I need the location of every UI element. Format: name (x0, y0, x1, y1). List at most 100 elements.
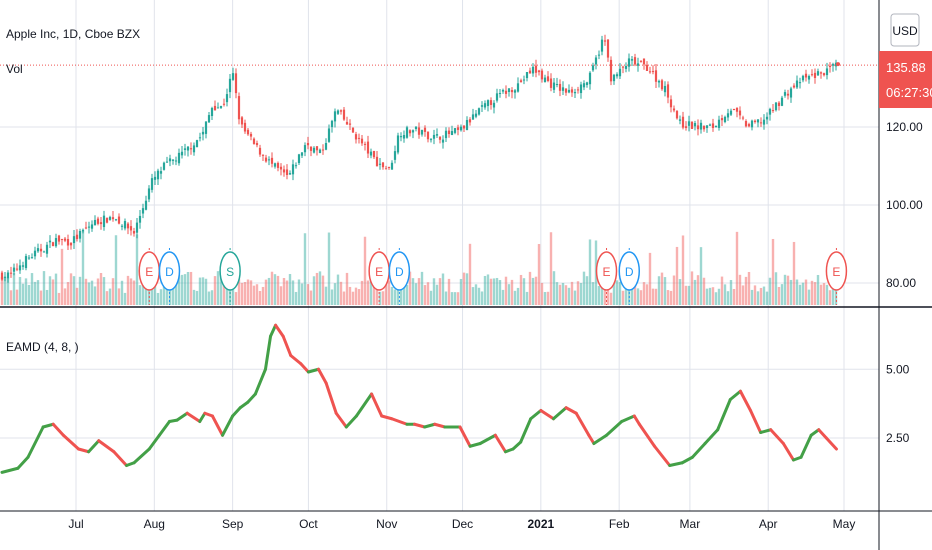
price-axis-labels[interactable]: 80.00 100.00 120.00 (886, 120, 923, 290)
volume-bar (417, 278, 421, 305)
volume-bar (324, 286, 328, 305)
volume-bar (30, 273, 34, 305)
volume-bar (474, 284, 478, 305)
event-marker[interactable]: E (138, 248, 161, 305)
indicator-segment (380, 414, 394, 421)
candle-body (243, 122, 247, 132)
volume-bar (171, 288, 175, 305)
volume-bar (57, 292, 61, 305)
volume-bar (228, 277, 232, 305)
volume-bar (645, 284, 649, 305)
candle-body (237, 96, 241, 120)
candle-body (735, 107, 739, 112)
event-marker[interactable]: D (158, 248, 181, 305)
indicator-segment (87, 439, 101, 454)
candle-body (576, 89, 580, 91)
volume-bar (705, 288, 709, 305)
candle-body (108, 216, 112, 220)
candle-body (426, 131, 430, 140)
candle-body (252, 138, 256, 144)
event-marker[interactable]: S (219, 248, 241, 305)
candle-body (315, 146, 319, 151)
volume-bar (402, 278, 406, 305)
event-marker[interactable]: D (618, 248, 641, 305)
event-marker[interactable]: E (825, 248, 848, 305)
candle-body (501, 89, 505, 92)
currency-button[interactable]: USD (890, 13, 920, 47)
volume-bar (42, 271, 46, 305)
candle-body (660, 80, 664, 90)
indicator-segment (587, 433, 596, 445)
volume-bar (303, 233, 307, 305)
volume-bar (786, 275, 790, 305)
volume-bar (720, 276, 724, 305)
indicator-segment (344, 414, 358, 429)
volume-bar (378, 291, 382, 305)
candle-body (219, 105, 223, 108)
candle-body (69, 242, 73, 246)
candle-body (567, 89, 571, 93)
volume-bar (363, 236, 367, 305)
candle-body (789, 88, 793, 98)
volume-bar (525, 291, 529, 305)
volume-bar (177, 275, 181, 305)
candle-body (36, 248, 40, 252)
volume-bar (708, 287, 712, 305)
candle-body (102, 215, 106, 228)
candle-body (831, 64, 835, 66)
volume-bar (573, 290, 577, 305)
volume-bar (513, 290, 517, 305)
volume-bar (330, 289, 334, 305)
volume-bar (159, 289, 163, 305)
volume-bar (507, 284, 511, 305)
time-tick-label: Oct (299, 517, 318, 531)
volume-bar (555, 282, 559, 305)
event-marker[interactable]: E (595, 248, 618, 305)
volume-bar (306, 284, 310, 305)
candle-body (828, 65, 832, 68)
candle-body (51, 242, 55, 247)
volume-bar (453, 292, 457, 305)
volume-bar (195, 290, 199, 305)
volume-bar (33, 281, 37, 305)
volume-bar (333, 283, 337, 305)
volume-bar (87, 282, 91, 305)
volume-bar (396, 284, 400, 305)
candle-body (417, 127, 421, 135)
volume-bar (339, 281, 343, 305)
volume-bar (276, 275, 280, 305)
indicator-segment (324, 381, 338, 415)
volume-bar (447, 278, 451, 305)
candle-body (210, 108, 214, 117)
volume-bar (297, 279, 301, 305)
volume-bar (93, 286, 97, 305)
volume-bar (759, 287, 763, 305)
volume-bar (543, 292, 547, 305)
volume-bar (669, 290, 673, 305)
volume-bar (78, 276, 82, 305)
candle-body (822, 73, 826, 76)
candle-body (261, 154, 265, 156)
candle-body (162, 162, 166, 170)
candle-body (510, 90, 514, 93)
candle-body (87, 226, 91, 228)
volume-bar (384, 284, 388, 305)
candle-body (150, 178, 154, 190)
candle-body (726, 113, 730, 118)
event-marker[interactable]: D (388, 248, 411, 305)
indicator-axis-labels[interactable]: 2.50 5.00 (886, 362, 910, 445)
indicator-segment (680, 455, 694, 465)
indicator-segment (41, 422, 55, 429)
candle-body (564, 88, 568, 93)
volume-bar (24, 278, 28, 305)
indicator-segment (728, 389, 742, 401)
candle-body (135, 222, 139, 233)
candle-body (66, 239, 70, 246)
volume-bar (207, 291, 211, 305)
volume-bar (816, 274, 820, 305)
time-axis-labels[interactable]: Jul Aug Sep Oct Nov Dec 2021 Feb Mar Apr May (68, 517, 855, 531)
volume-bar (108, 288, 112, 305)
candle-body (105, 217, 109, 223)
